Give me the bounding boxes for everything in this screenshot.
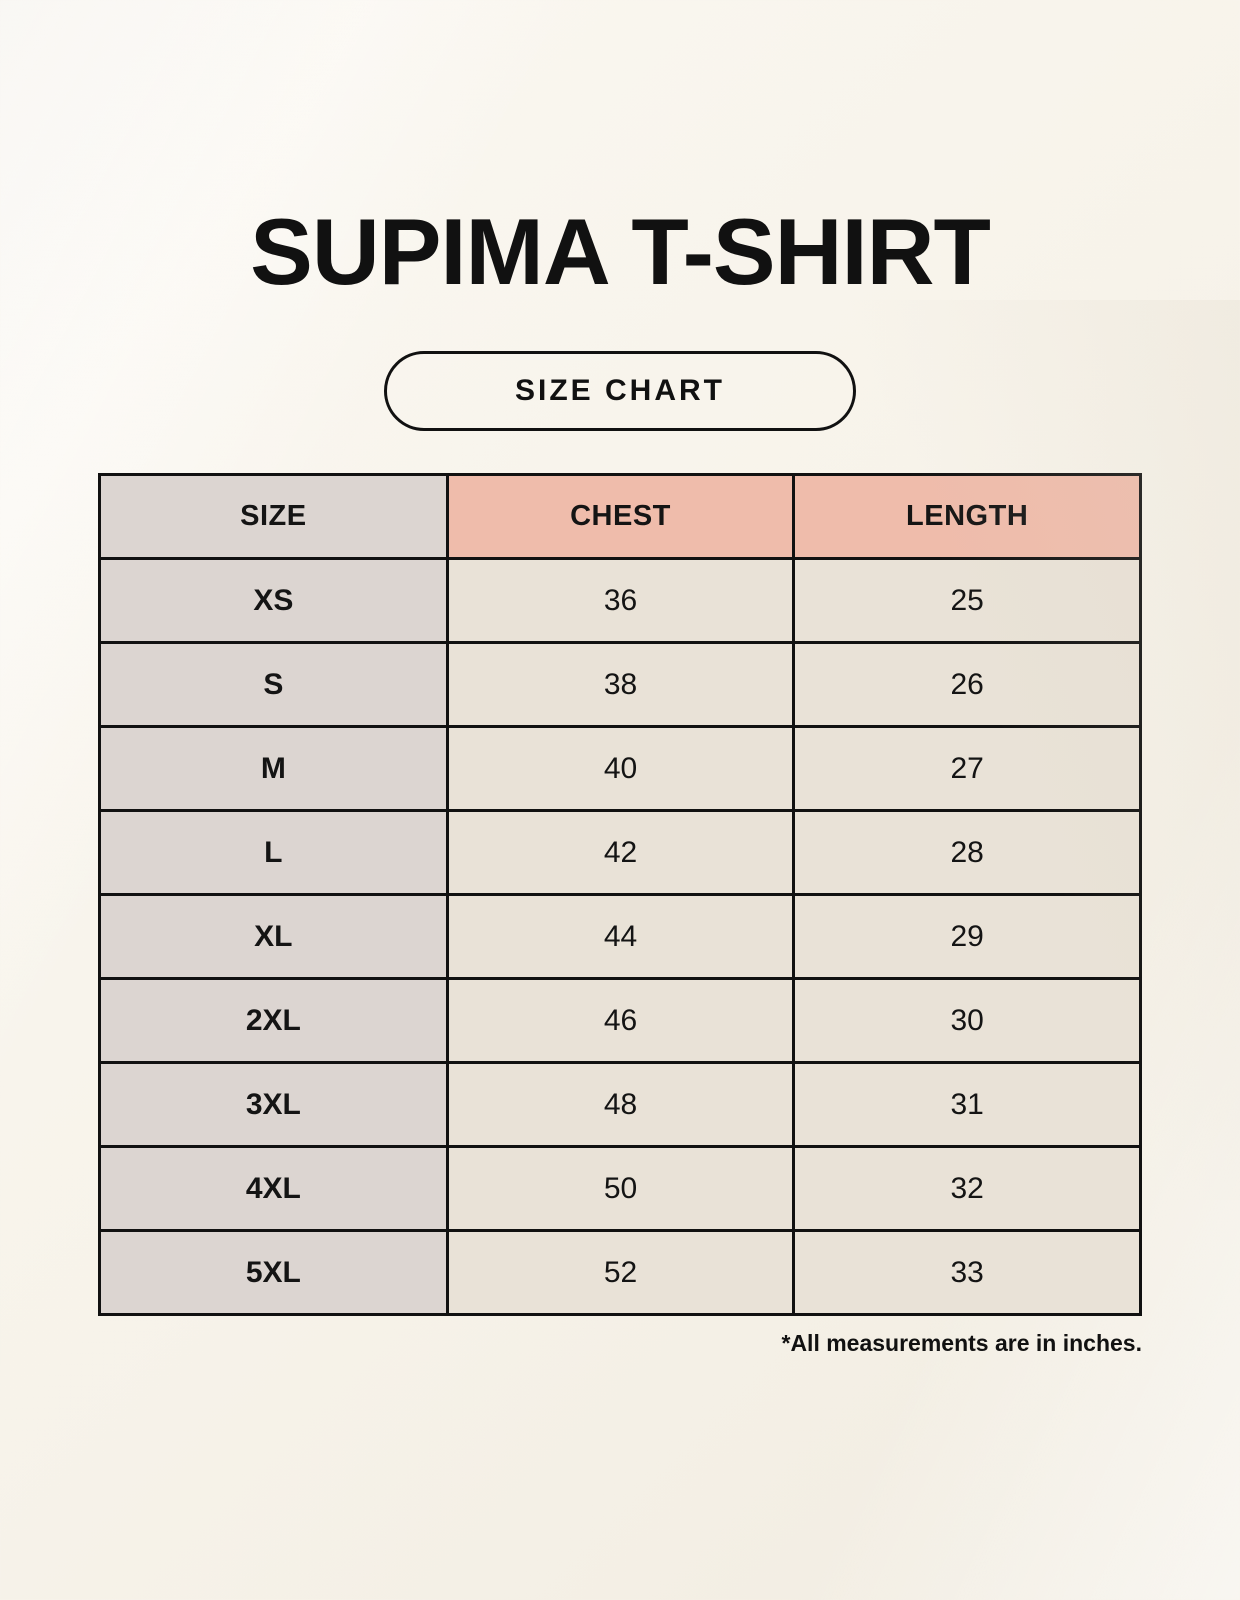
- size-chart-badge-label: SIZE CHART: [515, 374, 725, 407]
- length-value: 31: [792, 1061, 1142, 1148]
- chest-value: 38: [445, 641, 796, 728]
- chest-value: 46: [445, 977, 796, 1064]
- length-value: 33: [792, 1229, 1142, 1316]
- chest-value: 52: [445, 1229, 796, 1316]
- table-row: S 38 26: [98, 641, 1142, 728]
- size-label: 4XL: [98, 1145, 449, 1232]
- size-label: 3XL: [98, 1061, 449, 1148]
- chest-value: 42: [445, 809, 796, 896]
- length-value: 29: [792, 893, 1142, 980]
- length-value: 32: [792, 1145, 1142, 1232]
- chest-value: 40: [445, 725, 796, 812]
- length-value: 26: [792, 641, 1142, 728]
- table-header-row: SIZE CHEST LENGTH: [98, 473, 1142, 560]
- table-row: 3XL 48 31: [98, 1061, 1142, 1148]
- length-value: 30: [792, 977, 1142, 1064]
- column-header-size: SIZE: [98, 473, 449, 560]
- length-value: 27: [792, 725, 1142, 812]
- length-value: 25: [792, 557, 1142, 644]
- size-label: S: [98, 641, 449, 728]
- page-title: SUPIMA T-SHIRT: [250, 199, 991, 304]
- size-label: L: [98, 809, 449, 896]
- table-row: L 42 28: [98, 809, 1142, 896]
- size-label: M: [98, 725, 449, 812]
- size-label: XL: [98, 893, 449, 980]
- table-row: 4XL 50 32: [98, 1145, 1142, 1232]
- measurements-footnote: *All measurements are in inches.: [781, 1330, 1143, 1356]
- column-header-chest: CHEST: [445, 473, 796, 560]
- size-chart-table: SIZE CHEST LENGTH XS 36 25 S 38 26 M 40 …: [98, 473, 1142, 1316]
- table-row: XL 44 29: [98, 893, 1142, 980]
- table-row: M 40 27: [98, 725, 1142, 812]
- length-value: 28: [792, 809, 1142, 896]
- size-chart-badge: SIZE CHART: [384, 351, 856, 431]
- size-label: XS: [98, 557, 449, 644]
- table-row: 2XL 46 30: [98, 977, 1142, 1064]
- size-label: 2XL: [98, 977, 449, 1064]
- chest-value: 44: [445, 893, 796, 980]
- chest-value: 50: [445, 1145, 796, 1232]
- table-row: 5XL 52 33: [98, 1229, 1142, 1316]
- chest-value: 48: [445, 1061, 796, 1148]
- chest-value: 36: [445, 557, 796, 644]
- column-header-length: LENGTH: [792, 473, 1142, 560]
- table-row: XS 36 25: [98, 557, 1142, 644]
- size-label: 5XL: [98, 1229, 449, 1316]
